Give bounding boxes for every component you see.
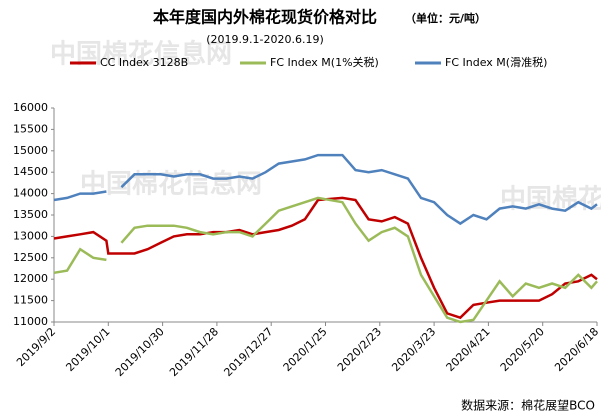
series-line bbox=[53, 196, 598, 320]
legend-label: FC Index M(滑准税) bbox=[445, 55, 547, 69]
y-tick-label: 15500 bbox=[13, 122, 48, 135]
y-tick-label: 12500 bbox=[13, 251, 48, 264]
x-tick-label: 2020/3/23 bbox=[389, 325, 438, 374]
y-tick-label: 16000 bbox=[13, 101, 48, 114]
x-tick-label: 2020/4/21 bbox=[444, 325, 493, 374]
watermark: 中国棉花信息网 bbox=[80, 169, 262, 200]
x-tick-label: 2019/10/1 bbox=[63, 325, 112, 374]
x-tick-label: 2020/2/23 bbox=[335, 325, 384, 374]
x-tick-label: 2019/10/30 bbox=[113, 325, 167, 379]
x-tick-label: 2020/5/20 bbox=[498, 325, 547, 374]
y-tick-label: 15000 bbox=[13, 144, 48, 157]
x-tick-label: 2020/6/18 bbox=[552, 325, 601, 374]
chart-title: 本年度国内外棉花现货价格对比 bbox=[153, 8, 377, 27]
x-tick-label: 2019/12/27 bbox=[221, 325, 275, 379]
y-tick-label: 11000 bbox=[13, 315, 48, 328]
x-tick-label: 2019/11/28 bbox=[167, 325, 221, 379]
y-tick-label: 14500 bbox=[13, 165, 48, 178]
series-line bbox=[53, 196, 598, 324]
series-line bbox=[53, 153, 598, 226]
x-tick-label: 2020/1/25 bbox=[281, 325, 330, 374]
legend-label: CC Index 3128B bbox=[100, 56, 188, 69]
y-tick-label: 11500 bbox=[13, 294, 48, 307]
subtitle: (2019.9.1-2020.6.19) bbox=[206, 33, 324, 46]
watermark: 中国棉花信息网 bbox=[500, 184, 601, 215]
y-tick-label: 13500 bbox=[13, 208, 48, 221]
y-tick-label: 14000 bbox=[13, 187, 48, 200]
y-tick-label: 13000 bbox=[13, 229, 48, 242]
x-tick-label: 2019/9/2 bbox=[14, 325, 58, 369]
legend-label: FC Index M(1%关税) bbox=[270, 55, 379, 69]
source: 数据来源：棉花展望BCO bbox=[461, 398, 595, 413]
unit: （单位：元/吨） bbox=[405, 11, 486, 25]
y-tick-label: 12000 bbox=[13, 272, 48, 285]
